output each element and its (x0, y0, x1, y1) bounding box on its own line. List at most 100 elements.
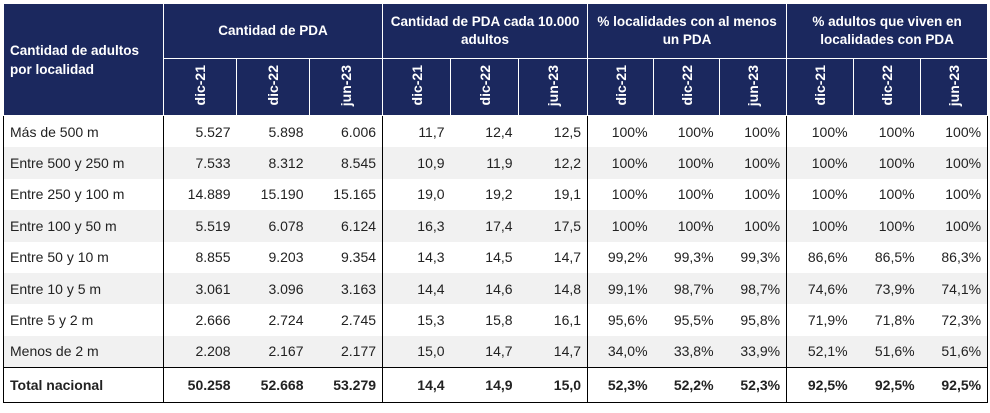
cell: 51,6% (920, 335, 989, 368)
cell: 12,4 (485, 123, 513, 140)
cell: 14,8 (518, 272, 589, 305)
cell: 52.668 (236, 367, 310, 404)
cell: 100% (878, 186, 915, 203)
period-label: dic-22 (678, 65, 695, 106)
period-label: dic-21 (408, 65, 425, 106)
cell: 19,0 (417, 186, 445, 203)
cell: 9.203 (268, 249, 304, 266)
cell: 14,3 (417, 249, 445, 266)
cell: 15,0 (382, 335, 451, 368)
cell: 34,0% (587, 335, 654, 368)
row-label: Entre 500 y 250 m (3, 147, 164, 179)
table-row: Entre 100 y 50 m 5.519 6.078 6.124 16,3 17,4 1… (3, 210, 989, 242)
group-header: Cantidad de PDA (162, 3, 384, 59)
cell: 100% (786, 147, 854, 179)
cell: 99,3% (673, 249, 714, 266)
cell: 12,2 (518, 147, 589, 179)
row-label: Más de 500 m (3, 115, 164, 148)
cell: 100% (587, 147, 654, 179)
cell: 100% (878, 123, 915, 140)
cell: 5.527 (195, 123, 231, 140)
cell: 9.354 (309, 241, 384, 273)
cell: 100% (920, 147, 989, 179)
row-label-header: Cantidad de adultos por localidad (3, 3, 164, 116)
cell: 86,3% (920, 241, 989, 273)
cell: 2.208 (163, 335, 237, 368)
period-label: jun-23 (946, 64, 963, 107)
cell: 100% (920, 178, 989, 211)
period-label: dic-22 (879, 65, 896, 106)
cell: 14,4 (382, 367, 451, 404)
cell: 100% (719, 147, 788, 179)
cell: 6.006 (309, 115, 384, 148)
group-header: % adultos que viven en localidades con P… (786, 3, 989, 59)
cell: 15,8 (485, 312, 513, 329)
cell: 52,3% (587, 367, 654, 404)
cell: 72,3% (920, 304, 989, 336)
cell: 10,9 (382, 147, 451, 179)
cell: 53.279 (309, 367, 384, 404)
cell: 99,2% (607, 249, 648, 266)
cell: 100% (786, 210, 854, 242)
cell: 2.724 (268, 312, 304, 329)
table-row: Entre 50 y 10 m 8.855 9.203 9.354 14,3 14,5 14… (3, 241, 989, 273)
cell: 100% (719, 210, 788, 242)
cell: 100% (677, 186, 714, 203)
cell: 50.258 (163, 367, 237, 404)
cell: 100% (653, 210, 720, 242)
cell: 100% (719, 178, 788, 211)
cell: 14,9 (450, 367, 519, 404)
cell: 17,5 (518, 210, 589, 242)
cell: 3.061 (163, 272, 237, 305)
cell: 52,3% (719, 367, 788, 404)
period-header-row: dic-21 dic-22 jun-23 dic-21 dic-22 jun-23 dic-… (4, 58, 989, 116)
cell: 8.855 (195, 249, 231, 266)
period-label: jun-23 (545, 64, 562, 107)
cell: 15.165 (309, 178, 384, 211)
cell: 100% (587, 210, 654, 242)
period-label: dic-21 (192, 65, 208, 106)
period-label: dic-21 (612, 65, 629, 106)
table-row: Menos de 2 m 2.208 2.167 2.177 15,0 14,7 14,7 3… (3, 335, 989, 368)
cell: 100% (811, 123, 848, 140)
cell: 7.533 (163, 147, 237, 179)
cell: 2.666 (195, 312, 231, 329)
row-label: Entre 5 y 2 m (3, 304, 164, 336)
row-label: Menos de 2 m (3, 335, 164, 368)
cell: 2.745 (309, 304, 384, 336)
cell: 15,0 (518, 367, 589, 404)
cell: 6.078 (236, 210, 310, 242)
period-label: jun-23 (338, 64, 355, 107)
cell: 100% (920, 115, 989, 148)
row-label: Total nacional (3, 367, 164, 404)
period-label: dic-21 (812, 65, 829, 106)
cell: 5.519 (163, 210, 237, 242)
cell: 14,4 (382, 272, 451, 305)
pda-table: Cantidad de adultos por localidad Cantid… (3, 3, 989, 404)
period-header: dic-22 (236, 58, 310, 116)
cell: 92,5% (920, 367, 989, 404)
cell: 14,7 (518, 335, 589, 368)
cell: 11,9 (450, 147, 519, 179)
period-header: jun-23 (719, 58, 788, 116)
cell: 15.190 (260, 186, 304, 203)
cell: 3.163 (309, 272, 384, 305)
cell: 100% (677, 123, 714, 140)
cell: 15,3 (417, 312, 445, 329)
table-row: Más de 500 m 5.527 5.898 6.006 11,7 12,4 12,5 1… (3, 115, 989, 148)
cell: 14,5 (485, 249, 513, 266)
cell: 52,2% (653, 367, 720, 404)
cell: 92,5% (786, 367, 854, 404)
cell: 8.312 (236, 147, 310, 179)
table-row: Entre 10 y 5 m 3.061 3.096 3.163 14,4 14,6 14,… (3, 272, 989, 305)
cell: 2.177 (309, 335, 384, 368)
cell: 95,6% (607, 312, 648, 329)
cell: 14,7 (450, 335, 519, 368)
cell: 100% (653, 147, 720, 179)
cell: 98,7% (719, 272, 788, 305)
cell: 16,3 (382, 210, 451, 242)
cell: 52,1% (786, 335, 854, 368)
cell: 86,6% (807, 249, 848, 266)
cell: 19,2 (485, 186, 513, 203)
period-header: dic-21 (163, 58, 237, 116)
